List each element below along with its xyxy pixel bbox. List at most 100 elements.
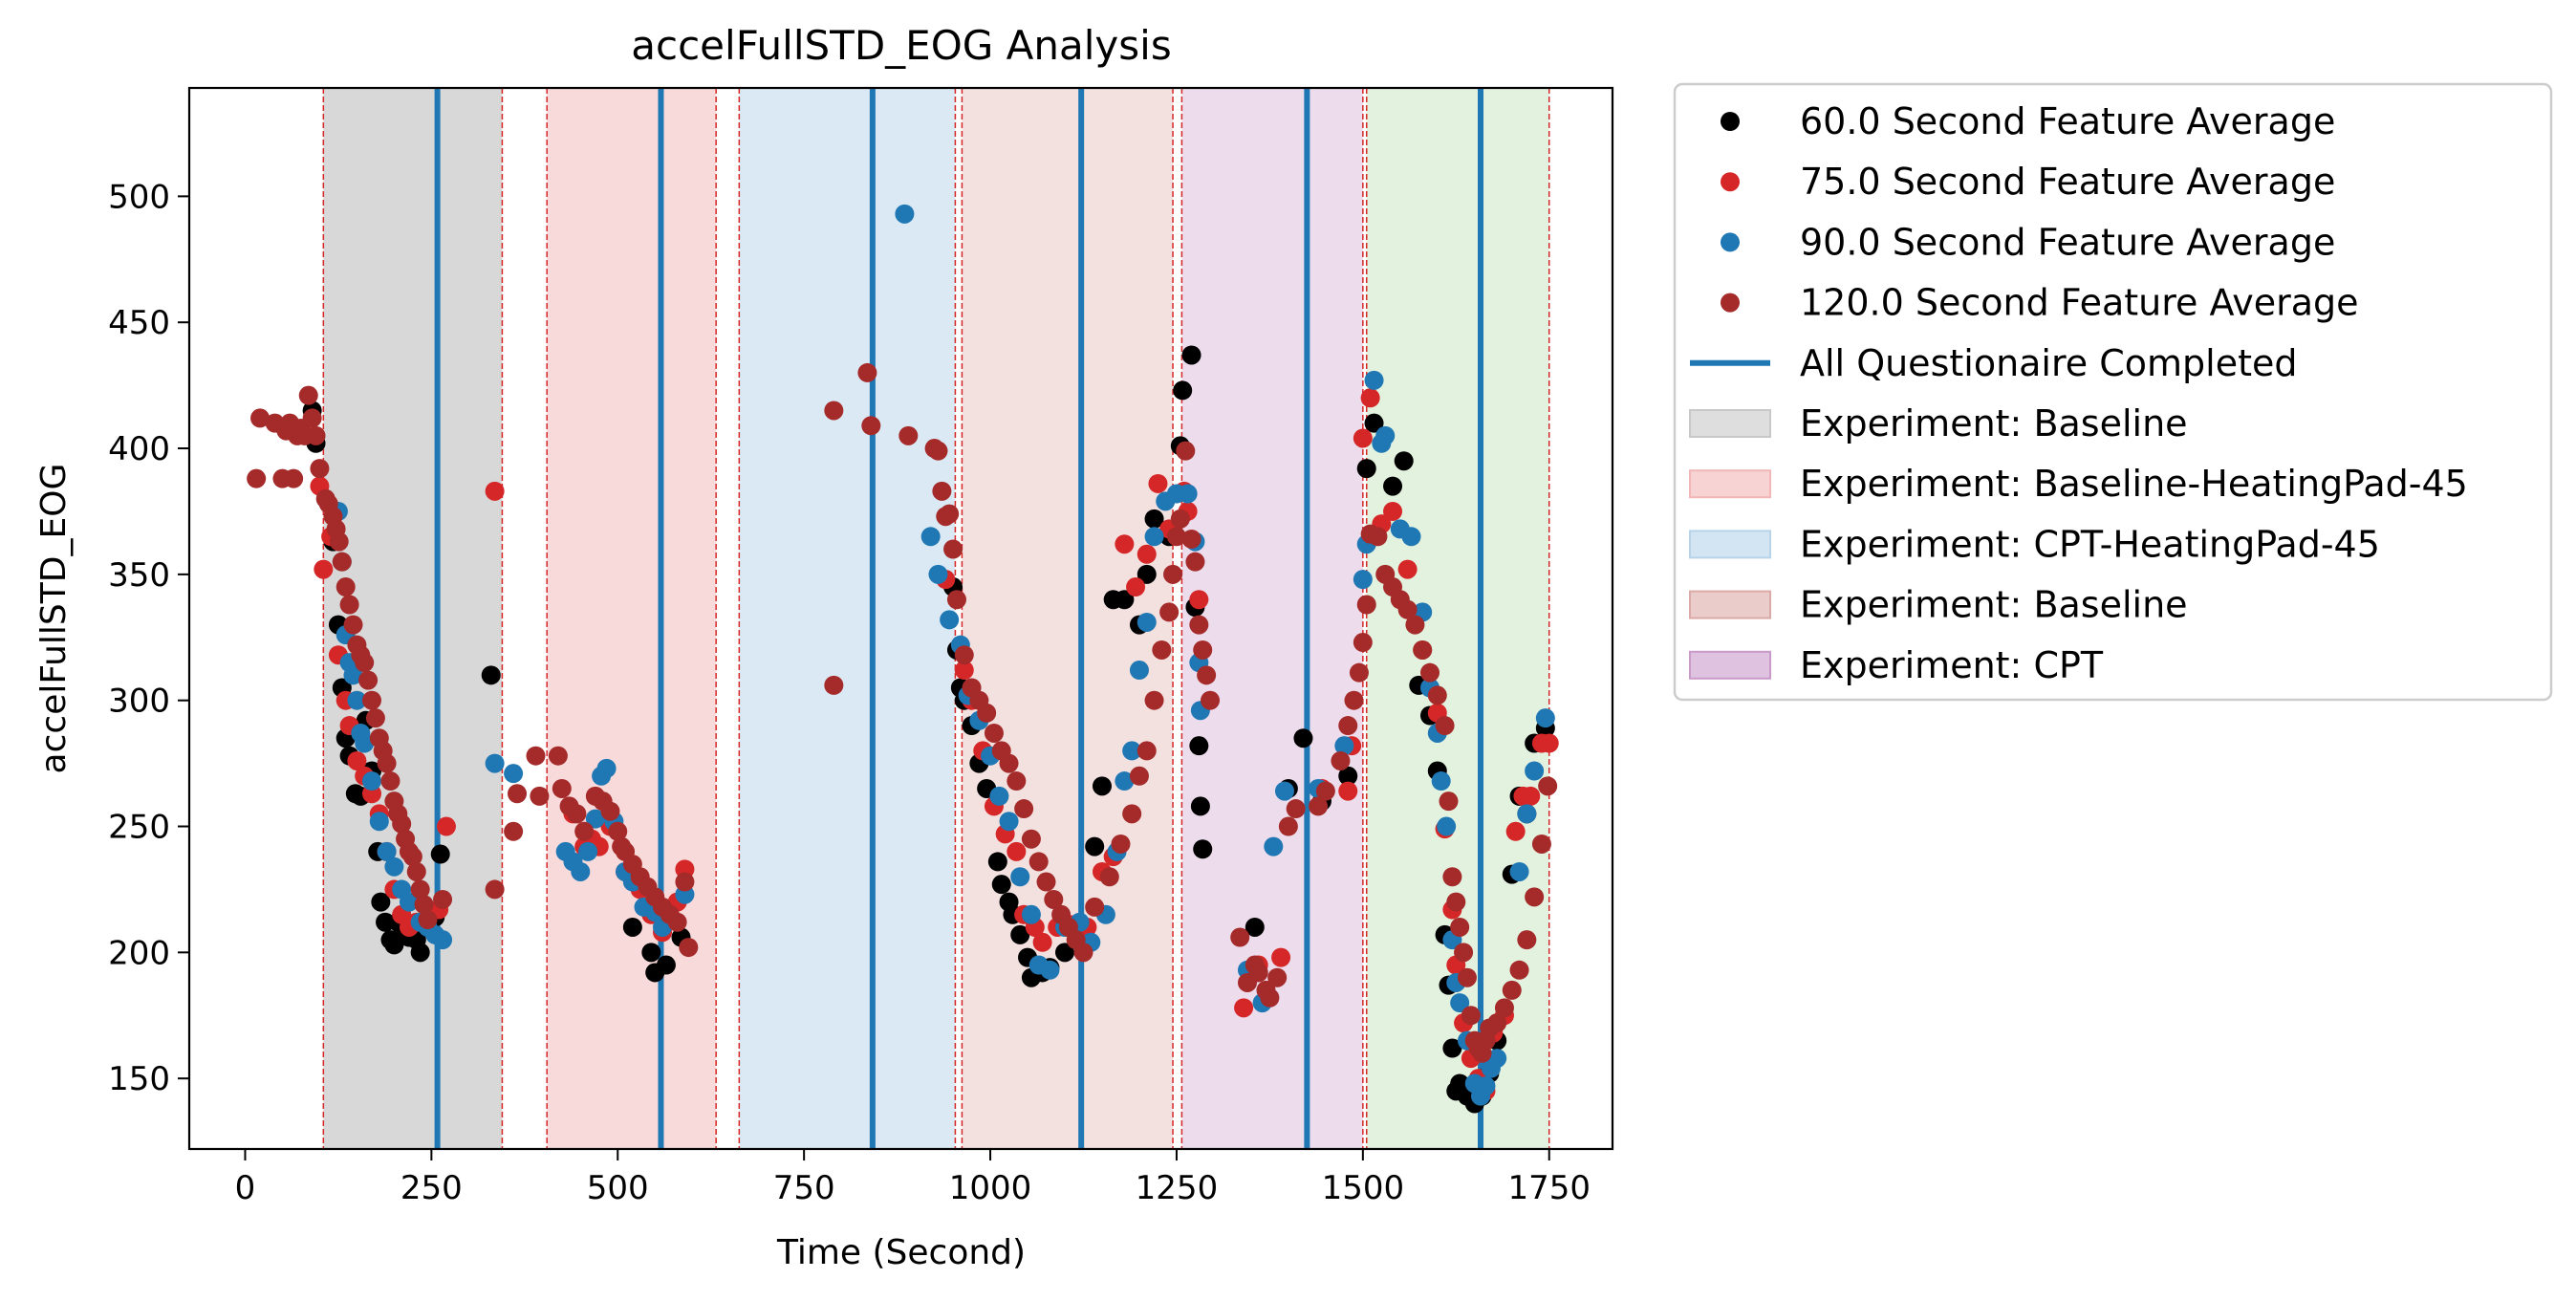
data-point [1531,834,1551,854]
data-point [1368,527,1388,547]
data-point [675,872,695,892]
data-point [999,812,1019,832]
data-point [361,771,381,791]
data-point [1356,595,1376,615]
data-point [1260,987,1280,1008]
data-point [1021,904,1041,924]
data-point [365,708,385,728]
data-point [1007,771,1027,791]
data-point [1163,564,1183,584]
data-point [928,564,948,584]
data-point [329,531,349,552]
data-point [1181,529,1201,549]
data-point [1115,771,1135,791]
data-point [1193,640,1213,660]
legend-patch-swatch [1689,530,1771,559]
data-point [596,758,617,778]
data-point [1442,1038,1462,1058]
data-point [1521,786,1541,806]
legend-label: Experiment: Baseline [1800,402,2188,445]
data-point [1073,943,1093,963]
data-point [1413,640,1433,660]
data-point [314,559,334,579]
y-tick-label: 350 [108,556,170,595]
data-point [1152,640,1172,660]
data-point [1193,839,1213,859]
data-point [530,786,550,806]
x-tick-label: 1250 [1136,1169,1219,1207]
data-point [339,595,359,615]
legend-label: Experiment: Baseline-HeatingPad-45 [1800,463,2468,505]
data-point [1028,852,1049,872]
data-point [298,385,318,405]
data-point [940,504,960,524]
data-point [1535,708,1555,728]
data-point [1040,960,1060,980]
regions-layer [323,88,1549,1149]
data-point [1136,544,1157,564]
x-tick-label: 1500 [1322,1169,1405,1207]
y-tick-label: 500 [108,178,170,216]
data-point [481,665,501,685]
data-point [1122,804,1142,824]
data-point [332,552,352,572]
data-point [485,481,505,501]
data-point [1234,998,1254,1018]
data-point [1099,867,1119,887]
data-point [1427,685,1447,705]
data-point [1525,887,1545,907]
legend-label: Experiment: Baseline [1800,584,2188,626]
data-point [1271,947,1291,967]
data-point [991,875,1011,895]
data-point [1055,943,1075,963]
data-point [667,912,687,932]
data-point [380,771,400,791]
x-tick-label: 1000 [949,1169,1032,1207]
data-point [414,895,434,915]
data-point [1364,370,1384,390]
data-point [600,801,620,821]
data-point [1111,834,1131,854]
data-point [1245,917,1265,937]
data-point [347,750,367,770]
data-point [504,764,524,784]
legend-patch-swatch [1689,409,1771,438]
data-point [999,753,1019,773]
data-point [824,675,844,695]
data-point [920,527,941,547]
data-point [433,930,453,950]
data-point [977,703,997,723]
legend-label: Experiment: CPT-HeatingPad-45 [1800,523,2380,565]
y-tick-label: 300 [108,683,170,721]
data-point [1014,799,1034,819]
data-point [1166,527,1186,547]
data-point [954,661,974,681]
chart-title: accelFullSTD_EOG Analysis [631,22,1171,69]
data-point [943,539,963,559]
y-tick-label: 200 [108,934,170,972]
data-point [552,778,572,798]
legend-marker [1721,232,1740,252]
data-point [485,753,505,773]
data-point [585,809,605,829]
data-point [1092,776,1112,796]
data-point [1394,451,1414,471]
data-point [1353,570,1373,590]
data-point [1401,527,1421,547]
data-point [857,362,877,382]
data-point [247,468,267,488]
data-point [504,821,524,841]
data-point [1122,741,1142,761]
data-point [433,889,453,909]
data-point [641,943,661,963]
data-point [1315,781,1335,801]
data-point [1115,590,1135,610]
legend-label: 60.0 Second Feature Average [1800,100,2335,142]
data-point [1230,927,1250,947]
data-point [571,861,591,881]
data-point [898,425,919,445]
data-point [1085,897,1105,917]
data-point [578,841,598,861]
data-point [1309,796,1329,816]
data-point [1487,1049,1507,1069]
